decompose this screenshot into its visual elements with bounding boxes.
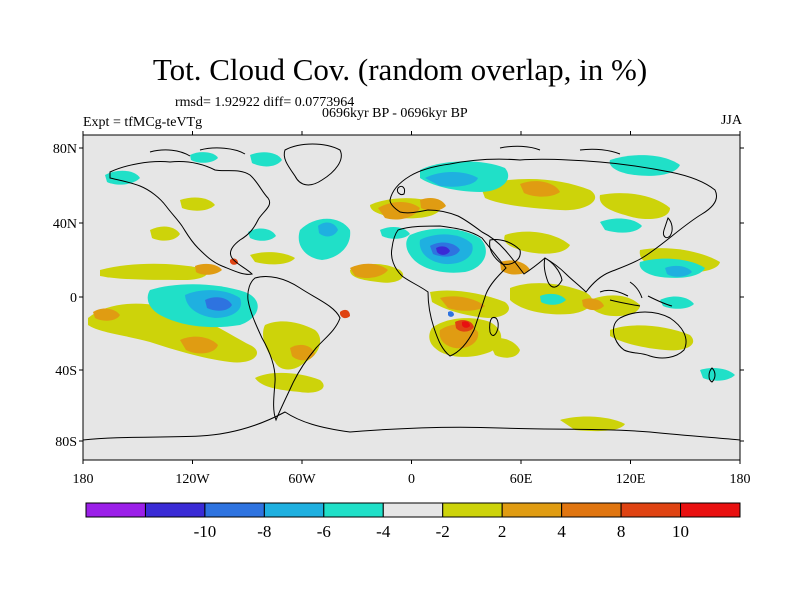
colorbar-label: 2 (498, 522, 507, 541)
anomaly-patch (180, 336, 218, 354)
colorbar-swatch (680, 502, 741, 518)
colorbar-swatch (204, 502, 265, 518)
colorbar-label: -4 (376, 522, 391, 541)
colorbar-swatch (144, 502, 206, 518)
lon-label: 60E (510, 472, 533, 487)
lon-label: 60W (288, 472, 316, 487)
colorbar-label: -2 (436, 522, 450, 541)
colorbar-label: -6 (317, 522, 331, 541)
coastline-greenland (283, 143, 342, 186)
axis-ticks: 80N 40N 0 40S 80S 180 120W 60W 0 60E 120E 180 (53, 131, 751, 487)
anomaly-patch (599, 193, 670, 220)
colorbar-swatch (382, 502, 444, 518)
map-title: Tot. Cloud Cov. (random overlap, in %) (152, 52, 648, 87)
anomaly-patch (462, 321, 470, 328)
colorbar-swatch (442, 502, 503, 518)
anomaly-patch (100, 263, 208, 280)
anomaly-patch (180, 197, 215, 211)
coastline-maritime-asia (599, 281, 673, 307)
anomaly-patch (665, 265, 692, 277)
anomaly-patch (190, 152, 218, 163)
colorbar-swatch (620, 502, 682, 518)
colorbar-swatch (323, 502, 384, 518)
coastline-new-zealand (708, 367, 716, 383)
colorbar-swatch (561, 502, 622, 518)
lon-label: 180 (73, 472, 94, 487)
anomaly-patch (93, 308, 120, 321)
season-label: JJA (720, 113, 742, 128)
anomaly-patch (436, 246, 450, 255)
coastline-africa (391, 225, 507, 357)
lat-label: 80N (53, 142, 77, 157)
anomaly-patch (250, 152, 282, 167)
lat-label: 40S (55, 364, 77, 379)
anomaly-patch (560, 416, 625, 432)
anomaly-patch (205, 297, 232, 311)
coastline-arabia (489, 239, 521, 265)
coastline-japan (663, 217, 673, 239)
colorbar-swatch (85, 502, 146, 518)
anomaly-patch (540, 293, 566, 305)
lon-label: 180 (730, 472, 751, 487)
lat-label: 40N (53, 217, 77, 232)
anomaly-patch (488, 338, 520, 358)
coastline-north-america (109, 161, 271, 275)
lon-label: 120E (616, 472, 646, 487)
anomaly-patch (440, 296, 485, 311)
anomaly-patch (660, 296, 694, 309)
colorbar: -10 -8 -6 -4 -2 2 4 8 10 (85, 502, 741, 541)
anomaly-patch (150, 226, 180, 241)
coastline-arctic-islands (149, 145, 621, 157)
lon-label: 0 (408, 472, 415, 487)
colorbar-label: -8 (257, 522, 271, 541)
experiment-label: Expt = tfMCg-teVTg (83, 115, 203, 130)
colorbar-label: 4 (557, 522, 566, 541)
coastline-madagascar (489, 317, 499, 336)
anomaly-patch (105, 170, 140, 185)
colorbar-swatch (501, 502, 563, 518)
lat-label: 80S (55, 435, 77, 450)
anomaly-patch (248, 228, 276, 241)
anomaly-patch (589, 295, 640, 317)
coastline-australia (613, 311, 687, 359)
period-label: 0696kyr BP - 0696kyr BP (322, 106, 468, 121)
anomaly-patch (230, 258, 238, 265)
anomaly-patch (425, 172, 478, 187)
coastline-india (543, 257, 563, 288)
anomaly-field (83, 143, 740, 441)
anomaly-patch (600, 218, 642, 233)
anomaly-patch (420, 198, 446, 211)
colorbar-swatch (263, 502, 325, 518)
anomaly-patch (380, 226, 410, 239)
anomaly-patch (610, 325, 694, 351)
anomaly-patch (250, 252, 295, 265)
anomaly-patch (350, 263, 388, 278)
coastline-uk (397, 185, 405, 195)
colorbar-label: -10 (194, 522, 217, 541)
anomaly-patch (340, 309, 350, 319)
coastline-antarctica (83, 411, 740, 441)
lon-label: 120W (175, 472, 210, 487)
anomaly-patch (318, 222, 338, 237)
anomaly-patch (582, 298, 604, 311)
coastline-south-america (247, 275, 341, 422)
anomaly-patch (255, 372, 324, 393)
colorbar-label: 8 (617, 522, 626, 541)
anomaly-patch (504, 231, 570, 254)
anomaly-patch (520, 181, 560, 197)
rmsd-diff-stats: rmsd= 1.92922 diff= 0.0773964 (175, 95, 355, 110)
coastline-eurasia (389, 158, 717, 293)
anomaly-patch (195, 263, 222, 275)
lat-label: 0 (70, 291, 77, 306)
anomaly-patch (448, 311, 454, 317)
colorbar-label: 10 (672, 522, 689, 541)
coastlines (83, 143, 740, 441)
